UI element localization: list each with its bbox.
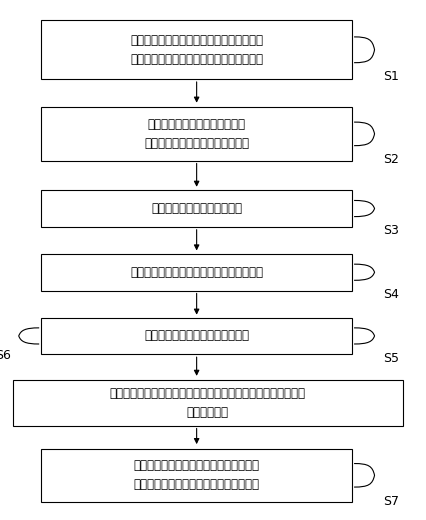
Text: 根据理论位置生成第一力矩。: 根据理论位置生成第一力矩。: [151, 202, 242, 215]
Text: S1: S1: [383, 70, 399, 83]
Text: 获取扭矩传感器测得的第二力矩。: 获取扭矩传感器测得的第二力矩。: [144, 330, 249, 343]
FancyBboxPatch shape: [41, 254, 352, 291]
Text: S7: S7: [383, 495, 399, 508]
FancyBboxPatch shape: [41, 449, 352, 502]
Text: S4: S4: [383, 288, 399, 301]
Text: S2: S2: [383, 153, 399, 166]
Text: S3: S3: [383, 224, 399, 237]
FancyBboxPatch shape: [13, 380, 403, 425]
FancyBboxPatch shape: [41, 20, 352, 79]
Text: 给待测伺服驱动器待测伺服电机下达第一指
令，以模拟机器人的第一轴执行第一动作。: 给待测伺服驱动器待测伺服电机下达第一指 令，以模拟机器人的第一轴执行第一动作。: [130, 34, 263, 66]
FancyBboxPatch shape: [41, 107, 352, 161]
Text: 调整负载电机的输出，直至第二力矩与对应的第一力矩的差值小
于容许范围。: 调整负载电机的输出，直至第二力矩与对应的第一力矩的差值小 于容许范围。: [110, 387, 306, 419]
FancyBboxPatch shape: [41, 318, 352, 354]
Text: 使模拟机器人电机和负载电机保持输出一
定时间，判断待测伺服驱动器是否过载。: 使模拟机器人电机和负载电机保持输出一 定时间，判断待测伺服驱动器是否过载。: [134, 459, 259, 491]
Text: S5: S5: [383, 352, 399, 365]
Text: S6: S6: [0, 349, 11, 362]
Text: 指令负载电机同时以对应的第一力矩输出。: 指令负载电机同时以对应的第一力矩输出。: [130, 266, 263, 279]
Text: 获取模拟机器人电机模拟机器人
电机执行第一动作后的理论位置。: 获取模拟机器人电机模拟机器人 电机执行第一动作后的理论位置。: [144, 118, 249, 150]
FancyBboxPatch shape: [41, 190, 352, 227]
